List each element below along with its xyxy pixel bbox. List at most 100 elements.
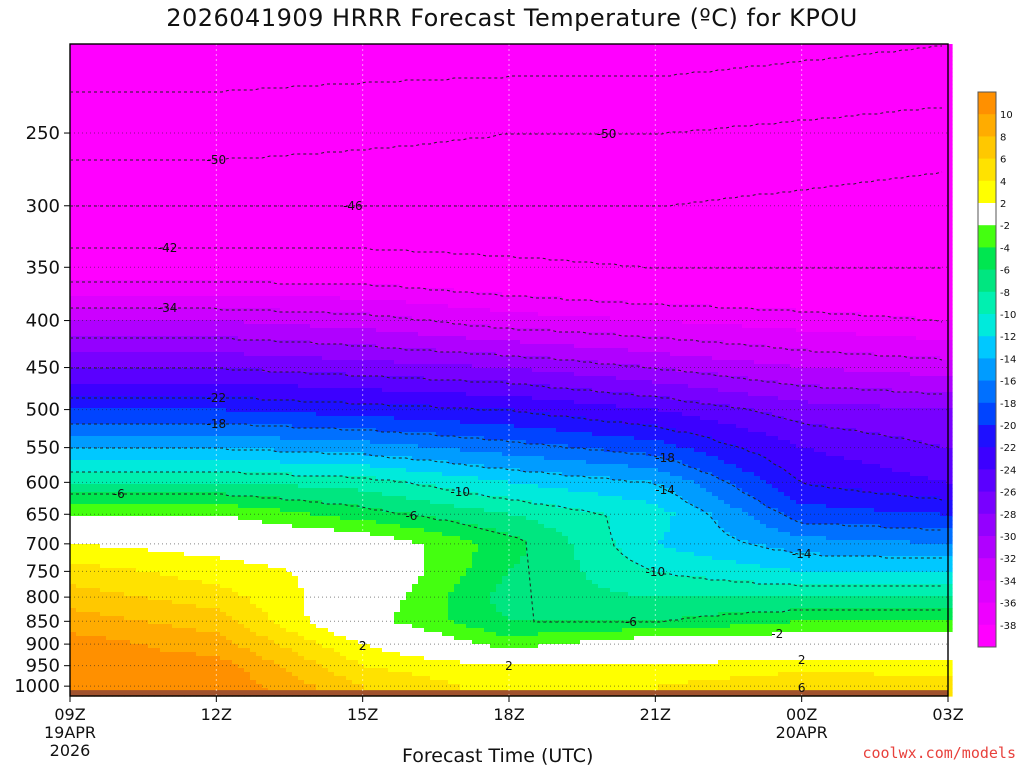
contour-line bbox=[70, 171, 943, 207]
y-tick-label: 350 bbox=[26, 257, 60, 278]
colorbar-swatch bbox=[978, 269, 996, 293]
contour-line bbox=[70, 281, 943, 323]
colorbar-swatch bbox=[978, 580, 996, 604]
x-tick-label: 21Z bbox=[640, 705, 671, 724]
contour-label: -6 bbox=[405, 509, 417, 523]
colorbar-label: 8 bbox=[1000, 132, 1006, 143]
y-tick-label: 250 bbox=[26, 123, 60, 144]
y-tick-label: 900 bbox=[26, 634, 60, 655]
contour-line bbox=[70, 397, 943, 501]
colorbar-label: 10 bbox=[1000, 110, 1013, 121]
contour-line bbox=[70, 471, 942, 587]
contour-label: -2 bbox=[771, 627, 783, 641]
contour-line bbox=[70, 247, 942, 269]
colorbar-swatch bbox=[978, 380, 996, 404]
contour-line bbox=[70, 447, 942, 559]
contour-label: -10 bbox=[450, 485, 470, 499]
colorbar-label: 2 bbox=[1000, 199, 1006, 210]
colorbar-swatch bbox=[978, 336, 996, 359]
ground-strip bbox=[70, 690, 948, 696]
colorbar-swatch bbox=[978, 203, 996, 226]
contour-label: 6 bbox=[798, 681, 806, 695]
x-tick-label: 00Z bbox=[786, 705, 817, 724]
y-tick-label: 950 bbox=[26, 656, 60, 677]
contour-label: -14 bbox=[792, 547, 812, 561]
colorbar-swatch bbox=[978, 314, 996, 337]
x-tick-label: 12Z bbox=[201, 705, 232, 724]
colorbar-label: -16 bbox=[1000, 377, 1016, 388]
colorbar-label: -28 bbox=[1000, 510, 1016, 521]
contour-label: -10 bbox=[646, 565, 666, 579]
y-tick-label: 300 bbox=[26, 196, 60, 217]
source-credit[interactable]: coolwx.com/models bbox=[862, 744, 1016, 762]
contour-label: -50 bbox=[207, 153, 227, 167]
x-tick-label: 15Z bbox=[347, 705, 378, 724]
colorbar-frame bbox=[977, 91, 997, 648]
colorbar-swatch bbox=[978, 180, 996, 204]
contour-label: -46 bbox=[343, 199, 363, 213]
colorbar-label: 6 bbox=[1000, 155, 1006, 166]
colorbar-label: 4 bbox=[1000, 177, 1006, 188]
x-date-label: 20APR bbox=[776, 723, 828, 742]
y-tick-label: 400 bbox=[26, 311, 60, 332]
y-tick-label: 750 bbox=[26, 561, 60, 582]
y-tick-label: 700 bbox=[26, 534, 60, 555]
colorbar-label: -6 bbox=[1000, 266, 1010, 277]
x-tick-label: 09Z bbox=[54, 705, 85, 724]
colorbar-label: -32 bbox=[1000, 554, 1016, 565]
colorbar-label: -4 bbox=[1000, 243, 1010, 254]
contour-line bbox=[70, 337, 942, 395]
colorbar-label: -24 bbox=[1000, 465, 1016, 476]
y-tick-label: 1000 bbox=[14, 676, 60, 697]
colorbar-label: -20 bbox=[1000, 421, 1016, 432]
colorbar-swatch bbox=[978, 558, 996, 581]
y-tick-label: 650 bbox=[26, 504, 60, 525]
y-tick-label: 500 bbox=[26, 400, 60, 421]
colorbar-label: -2 bbox=[1000, 221, 1010, 232]
colorbar-swatch bbox=[978, 469, 996, 493]
y-tick-label: 850 bbox=[26, 611, 60, 632]
chart-title: 2026041909 HRRR Forecast Temperature (ºC… bbox=[0, 4, 1024, 32]
contour-label: 2 bbox=[798, 653, 806, 667]
colorbar: 10 8 6 4 2 -2 -4 -6 -8 -10 -12 -14 -16 -18 -20 -22 -24 -2… bbox=[977, 91, 1016, 648]
colorbar-swatch bbox=[978, 602, 996, 626]
contour-line bbox=[70, 45, 942, 93]
colorbar-swatch bbox=[978, 225, 996, 248]
contour-line bbox=[70, 107, 942, 161]
colorbar-swatch bbox=[978, 402, 996, 426]
contour-label: -42 bbox=[158, 241, 178, 255]
colorbar-label: -12 bbox=[1000, 332, 1016, 343]
colorbar-label: -36 bbox=[1000, 599, 1016, 610]
colorbar-swatch bbox=[978, 136, 996, 160]
contour-line bbox=[70, 493, 942, 623]
y-axis: 2503003504004505005506006507007508008509… bbox=[14, 123, 70, 697]
contour-label: 2 bbox=[359, 639, 367, 653]
x-tick-label: 18Z bbox=[493, 705, 524, 724]
colorbar-swatch bbox=[978, 247, 996, 271]
colorbar-swatch bbox=[978, 491, 996, 515]
contour-label: -18 bbox=[207, 417, 227, 431]
colorbar-swatch bbox=[978, 425, 996, 448]
y-tick-label: 800 bbox=[26, 587, 60, 608]
contour-label: 2 bbox=[505, 659, 513, 673]
contour-label: -34 bbox=[158, 301, 178, 315]
contour-label: -50 bbox=[597, 127, 617, 141]
colorbar-swatch bbox=[978, 158, 996, 182]
x-axis-title: Forecast Time (UTC) bbox=[402, 745, 593, 767]
colorbar-swatch bbox=[978, 447, 996, 470]
colorbar-label: -14 bbox=[1000, 354, 1016, 365]
colorbar-swatch bbox=[978, 92, 996, 115]
contour-label: -18 bbox=[655, 451, 675, 465]
x-date-label: 19APR bbox=[44, 723, 96, 742]
colorbar-label: -22 bbox=[1000, 443, 1016, 454]
colorbar-label: -18 bbox=[1000, 399, 1016, 410]
contour-line bbox=[70, 423, 942, 531]
y-tick-label: 600 bbox=[26, 472, 60, 493]
colorbar-swatch bbox=[978, 513, 996, 537]
colorbar-swatch bbox=[978, 536, 996, 559]
colorbar-swatch bbox=[978, 624, 996, 648]
colorbar-label: -34 bbox=[1000, 576, 1016, 587]
y-tick-label: 550 bbox=[26, 438, 60, 459]
